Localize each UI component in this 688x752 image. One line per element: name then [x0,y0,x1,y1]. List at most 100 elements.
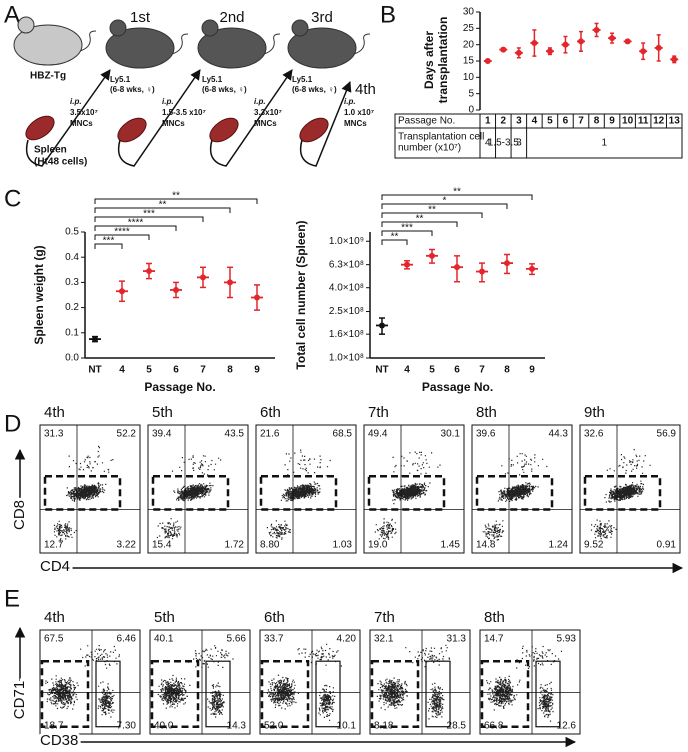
gate [40,659,90,728]
gate [480,659,530,728]
quadrant-percent: 44.3 [549,429,569,440]
significance-bracket [381,221,458,227]
mouse-tail [353,33,371,55]
significance-label: *** [143,209,155,220]
cell-number: 1 [602,138,608,149]
significance-label: * [443,196,447,207]
panel-letter: B [380,1,396,28]
mean-dot [173,286,179,293]
recipient-detail: (6-8 wks, ♀) [202,85,247,94]
mouse-tail [263,33,281,55]
quadrant-percent: 8.80 [260,540,280,551]
quadrant-percent: 39.6 [476,429,496,440]
mean-dot [562,41,569,48]
mouse-tail [79,30,97,52]
passage-number: 5 [547,116,553,127]
mouse-ear [201,19,219,37]
quadrant-percent: 8.18 [374,721,394,732]
gate [259,474,338,511]
dose: 3.3x10⁷ [254,108,282,117]
recipient-strain: Ly5.1 [292,75,313,84]
route: i.p. [162,97,174,106]
quadrant-percent: 12.7 [44,540,64,551]
mean-dot [119,288,125,295]
y-tick-label: 0.3 [65,277,79,288]
x-tick-label: 8 [504,365,510,376]
mean-dot [515,49,522,56]
event-dots [156,455,222,540]
passage-number: 4 [532,116,538,127]
gate [150,659,200,728]
x-tick-label: 7 [200,365,206,376]
gate [151,474,230,511]
quadrant-percent: 3.22 [117,540,137,551]
significance-label: *** [103,236,115,247]
dose-unit: MNCs [254,119,277,128]
mean-dot [200,274,206,281]
quadrant-percent: 1.45 [441,540,461,551]
quadrant-percent: 39.4 [152,429,172,440]
dose: 1.5-3.5 x10⁷ [162,108,206,117]
next-passage: 4th [355,81,376,98]
passage-number: 6 [563,116,569,127]
quadrant-percent: 40.0 [154,721,174,732]
passage-number: 12 [653,116,665,127]
panel-letter: D [4,410,21,437]
mouse-ear [291,19,309,37]
spleen [25,115,55,141]
plot-frame [479,629,581,735]
panel-letter: E [4,585,20,612]
x-tick-label: 9 [254,365,260,376]
significance-label: **** [128,218,144,229]
recipient-strain: Ly5.1 [202,75,223,84]
y-tick-label: 0.0 [65,353,79,364]
mean-dot [655,44,662,51]
plot-title: 7th [374,609,395,626]
quadrant-percent: 21.6 [260,429,280,440]
gate [43,474,122,511]
quadrant-percent: 6.46 [117,634,137,645]
y-tick-label: 6.3×10⁸ [329,259,364,270]
y-tick-label: 2.5×10⁸ [329,306,364,317]
passage-number: 11 [638,116,649,127]
spleen [299,117,329,143]
mean-dot [429,252,435,259]
mouse-tail [171,33,189,55]
axis-label: CD38 [40,732,78,749]
mean-dot [531,40,538,47]
route: i.p. [70,97,82,106]
mean-dot [640,48,647,55]
dose-unit: MNCs [344,119,367,128]
y-tick-label: 10 [463,72,475,83]
mean-dot [529,265,535,272]
y-tick-label: 0 [468,105,474,116]
table-row-label: Transplantation cell [398,132,484,143]
mean-dot [624,38,631,45]
spleen-label: Spleen [34,145,67,156]
quadrant-percent: 5.66 [227,634,247,645]
quadrant-percent: 66.8 [484,721,504,732]
plot-title: 9th [584,404,605,421]
y-tick-label: 1.6×10⁸ [329,329,364,340]
dose-unit: MNCs [70,119,93,128]
transfer-arrow [209,69,293,167]
y-tick-label: 0.4 [65,252,79,263]
gate [425,660,451,728]
mouse-ear [17,16,35,34]
dose: 1.0 x10⁷ [344,108,374,117]
plot-title: 4th [44,609,65,626]
dose-unit: MNCs [162,119,185,128]
significance-label: ** [453,187,461,198]
recipient-strain: Ly5.1 [110,75,131,84]
recipient-title: 2nd [219,9,244,26]
significance-label: *** [401,223,413,234]
mean-dot [484,58,491,64]
significance-label: **** [114,227,130,238]
mean-dot [92,336,98,343]
mouse-body [105,27,175,69]
recipient-title: 1st [130,9,151,26]
passage-number: 3 [516,116,522,127]
event-dots [590,449,651,540]
x-tick-label: 6 [454,365,460,376]
significance-bracket [381,212,483,218]
